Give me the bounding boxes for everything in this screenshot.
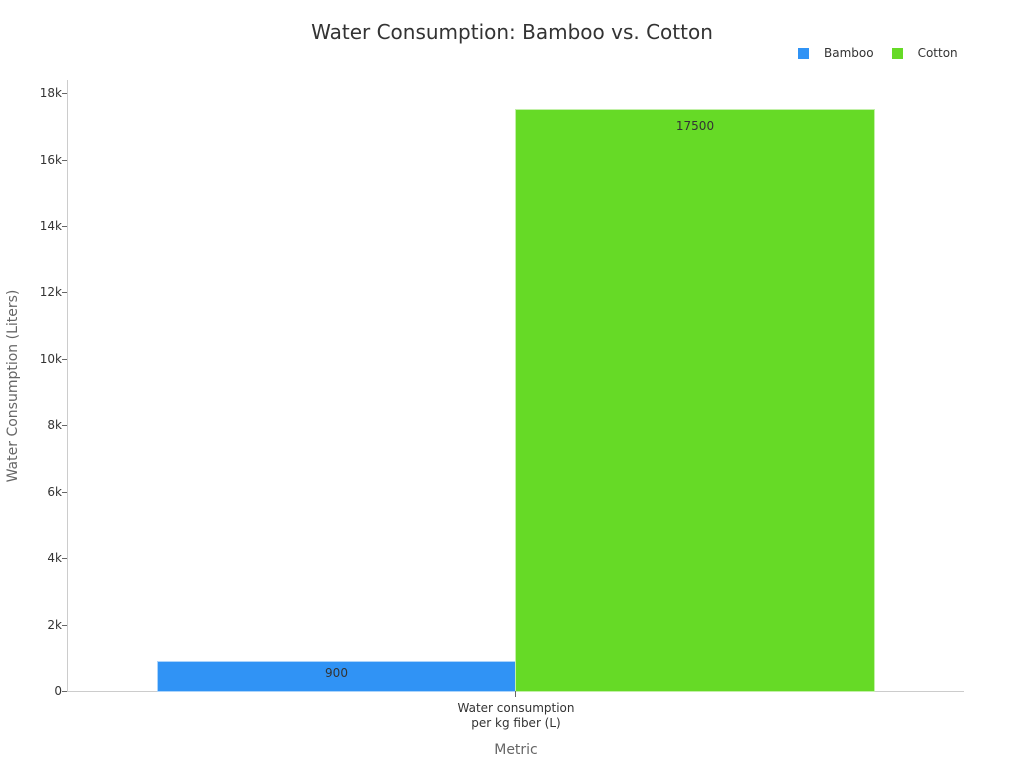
- x-tick-label-line2: per kg fiber (L): [471, 716, 561, 730]
- legend-item-bamboo[interactable]: Bamboo: [798, 46, 874, 60]
- cotton-swatch-icon: [891, 47, 903, 59]
- legend: Bamboo Cotton: [798, 46, 976, 60]
- y-tick-0: 0: [54, 684, 62, 698]
- chart-title: Water Consumption: Bamboo vs. Cotton: [311, 20, 713, 44]
- bar-label-bamboo: 900: [325, 666, 348, 680]
- y-tick-12k: 12k: [39, 285, 62, 299]
- y-tick-mark: [62, 292, 67, 293]
- y-tick-mark: [62, 160, 67, 161]
- bar-label-cotton: 17500: [675, 119, 715, 133]
- y-tick-16k: 16k: [39, 153, 62, 167]
- x-axis-title: Metric: [494, 742, 538, 758]
- legend-item-cotton[interactable]: Cotton: [891, 46, 958, 60]
- x-tick-label-line1: Water consumption: [457, 701, 575, 715]
- bar-cotton[interactable]: 17500: [515, 109, 875, 692]
- y-tick-18k: 18k: [39, 86, 62, 100]
- x-tick-label: Water consumption per kg fiber (L): [416, 701, 616, 731]
- legend-label-bamboo: Bamboo: [824, 46, 874, 60]
- y-tick-6k: 6k: [47, 485, 62, 499]
- y-tick-mark: [62, 425, 67, 426]
- x-tick-mark: [515, 691, 516, 697]
- y-tick-mark: [62, 359, 67, 360]
- y-tick-mark: [62, 625, 67, 626]
- bar-bamboo[interactable]: 900: [157, 661, 516, 692]
- y-tick-10k: 10k: [39, 352, 62, 366]
- y-tick-4k: 4k: [47, 551, 62, 565]
- legend-label-cotton: Cotton: [917, 46, 958, 60]
- y-tick-mark: [62, 558, 67, 559]
- y-axis-title: Water Consumption (Liters): [5, 289, 21, 483]
- y-tick-8k: 8k: [47, 418, 62, 432]
- y-tick-2k: 2k: [47, 618, 62, 632]
- y-tick-mark: [62, 691, 67, 692]
- y-tick-mark: [62, 226, 67, 227]
- y-tick-mark: [62, 93, 67, 94]
- bamboo-swatch-icon: [798, 47, 809, 59]
- y-axis-line: [67, 80, 68, 692]
- y-tick-mark: [62, 492, 67, 493]
- y-tick-14k: 14k: [39, 219, 62, 233]
